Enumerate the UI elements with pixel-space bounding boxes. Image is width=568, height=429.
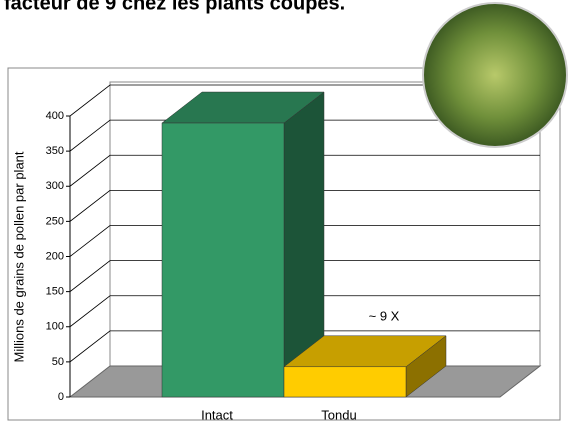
y-tick-label: 300 — [46, 180, 64, 192]
y-tick-label: 100 — [46, 321, 64, 333]
y-tick-label: 150 — [46, 286, 64, 298]
y-tick-label: 200 — [46, 250, 64, 262]
y-tick-label: 400 — [46, 110, 64, 122]
y-tick-label: 250 — [46, 215, 64, 227]
title: facteur de 9 chez les plants coupés. — [4, 0, 345, 14]
y-tick-label: 50 — [52, 356, 64, 368]
annotation: ~ 9 X — [369, 308, 400, 323]
bar — [162, 123, 284, 397]
plant-photo — [423, 3, 567, 147]
x-tick-label: Intact — [201, 407, 233, 422]
y-tick-label: 350 — [46, 145, 64, 157]
x-tick-label: Tondu — [321, 407, 356, 422]
y-axis-label: Millions de grains de pollen par plant — [11, 151, 26, 362]
chart: facteur de 9 chez les plants coupés. Mil… — [0, 0, 568, 429]
y-tick-label: 0 — [58, 391, 64, 403]
bar — [284, 367, 406, 397]
